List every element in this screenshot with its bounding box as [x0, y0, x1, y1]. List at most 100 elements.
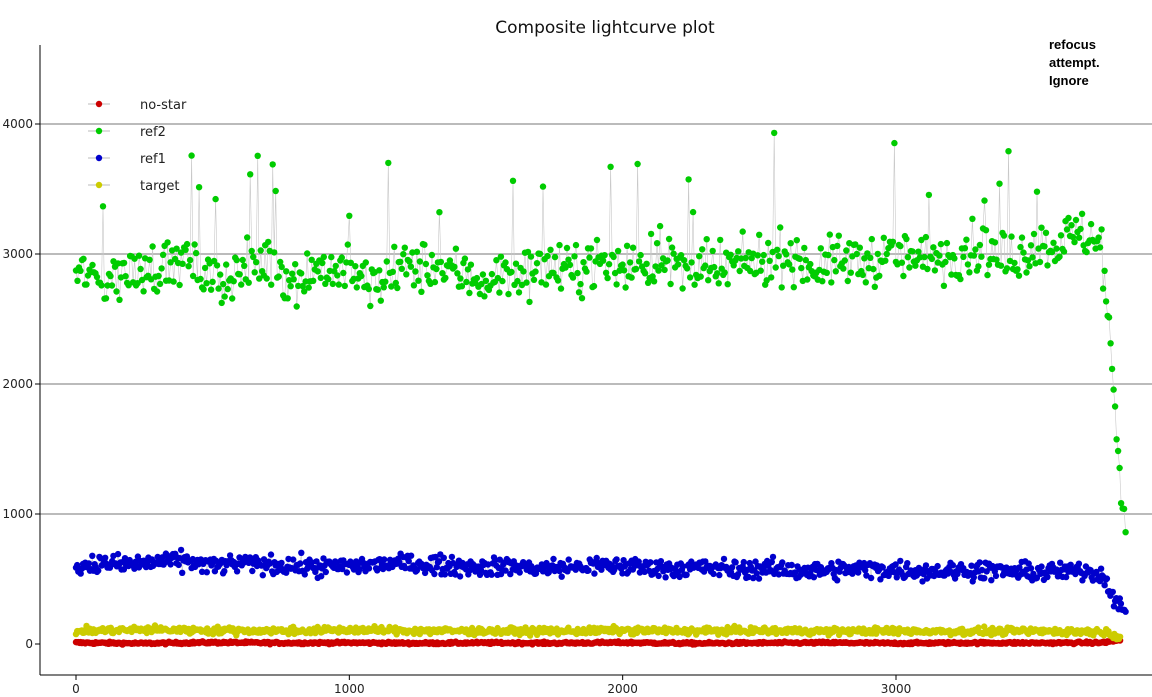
point-ref2-699 — [1122, 529, 1129, 536]
point-ref2-676 — [1087, 220, 1095, 228]
axes: 0 1000 2000 3000 4000 0 1000 2000 3000 — [2, 45, 1152, 696]
point-ref2-633 — [1023, 269, 1030, 276]
point-ref1-176 — [278, 559, 285, 567]
point-ref2-534 — [874, 250, 881, 258]
point-ref2-225 — [410, 282, 418, 289]
point-ref2-688 — [1105, 314, 1113, 321]
point-ref1-192 — [297, 560, 304, 567]
point-ref1-677 — [863, 572, 870, 579]
y-tick-label-2000: 2000 — [2, 377, 33, 391]
point-ref2-161 — [314, 268, 321, 275]
point-ref2-205 — [380, 284, 387, 291]
point-ref2-242 — [436, 209, 443, 216]
point-ref2-257 — [458, 283, 466, 290]
point-ref2-43 — [137, 265, 144, 273]
point-ref2-323 — [557, 285, 565, 292]
point-ref1-596 — [768, 558, 775, 566]
point-ref2-683 — [1098, 226, 1105, 233]
point-ref2-110 — [238, 281, 245, 288]
point-ref2-228 — [415, 277, 422, 284]
point-ref2-461 — [765, 239, 772, 247]
point-ref2-128 — [265, 238, 272, 246]
point-ref2-85 — [200, 286, 207, 293]
point-ref2-100 — [223, 261, 230, 268]
point-ref2-104 — [229, 295, 236, 302]
point-ref2-424 — [709, 247, 716, 255]
point-ref2-436 — [727, 251, 734, 258]
point-ref2-254 — [454, 270, 461, 277]
point-ref2-57 — [158, 265, 165, 272]
point-ref1-308 — [432, 553, 439, 561]
point-ref1-36 — [114, 550, 122, 558]
point-ref2-117 — [248, 247, 255, 255]
point-ref1-726 — [920, 570, 927, 578]
point-ref2-133 — [272, 187, 279, 195]
point-ref2-51 — [149, 243, 156, 250]
point-ref1-778 — [981, 575, 988, 582]
point-ref2-151 — [299, 282, 306, 290]
point-ref2-629 — [1017, 243, 1024, 251]
point-ref1-827 — [1038, 563, 1045, 570]
point-ref1-4 — [77, 570, 84, 577]
point-ref2-23 — [107, 272, 114, 280]
point-ref2-141 — [284, 295, 291, 302]
point-ref2-144 — [289, 270, 296, 277]
point-ref2-120 — [253, 259, 260, 266]
point-ref2-136 — [277, 258, 284, 266]
point-ref1-753 — [951, 575, 959, 582]
point-ref1-788 — [992, 572, 1000, 580]
point-target-899 — [1116, 633, 1124, 640]
point-ref2-230 — [418, 288, 425, 295]
annotation-line-0: refocus — [1049, 37, 1096, 52]
point-ref1-585 — [755, 575, 763, 582]
point-ref2-637 — [1029, 254, 1036, 261]
point-ref2-39 — [131, 255, 138, 262]
point-ref2-645 — [1041, 243, 1048, 250]
point-ref2-313 — [542, 281, 550, 288]
point-ref2-356 — [607, 163, 614, 170]
point-ref1-703 — [893, 574, 900, 581]
point-ref1-151 — [249, 567, 256, 575]
point-ref2-311 — [539, 183, 547, 190]
point-ref2-462 — [766, 257, 773, 264]
point-ref2-158 — [310, 277, 317, 284]
point-ref2-219 — [401, 244, 408, 251]
point-ref2-93 — [212, 195, 219, 203]
point-ref1-19 — [95, 567, 102, 574]
point-ref2-286 — [502, 259, 509, 266]
point-ref2-316 — [547, 246, 554, 253]
point-ref2-282 — [496, 289, 503, 296]
point-ref2-640 — [1033, 188, 1041, 195]
point-ref2-77 — [188, 152, 195, 159]
point-ref2-240 — [433, 265, 440, 273]
point-ref2-514 — [844, 277, 851, 285]
point-ref2-446 — [742, 254, 749, 262]
point-ref1-670 — [855, 569, 862, 576]
point-ref2-432 — [721, 269, 728, 276]
point-ref2-365 — [620, 267, 628, 274]
point-ref2-557 — [909, 248, 916, 255]
point-ref1-808 — [1016, 564, 1023, 571]
point-ref2-427 — [714, 270, 721, 277]
point-ref2-503 — [828, 279, 835, 286]
point-ref1-605 — [779, 559, 786, 566]
point-ref2-332 — [571, 253, 578, 260]
point-ref2-658 — [1060, 248, 1068, 255]
point-ref2-643 — [1038, 224, 1045, 231]
point-ref2-477 — [789, 266, 796, 273]
point-ref2-465 — [771, 129, 778, 137]
point-ref2-75 — [185, 263, 192, 270]
legend-label-target: target — [140, 179, 180, 194]
point-ref2-691 — [1110, 386, 1117, 393]
point-ref2-455 — [756, 231, 763, 238]
point-ref2-336 — [577, 280, 584, 288]
point-ref1-232 — [343, 569, 351, 576]
point-ref1-368 — [502, 567, 509, 574]
point-ref2-96 — [217, 271, 224, 278]
point-ref2-538 — [880, 234, 887, 241]
point-ref2-182 — [346, 212, 353, 219]
point-ref2-615 — [996, 180, 1003, 187]
point-ref2-195 — [365, 285, 372, 293]
point-ref2-1 — [74, 277, 81, 284]
point-ref2-14 — [93, 273, 101, 281]
